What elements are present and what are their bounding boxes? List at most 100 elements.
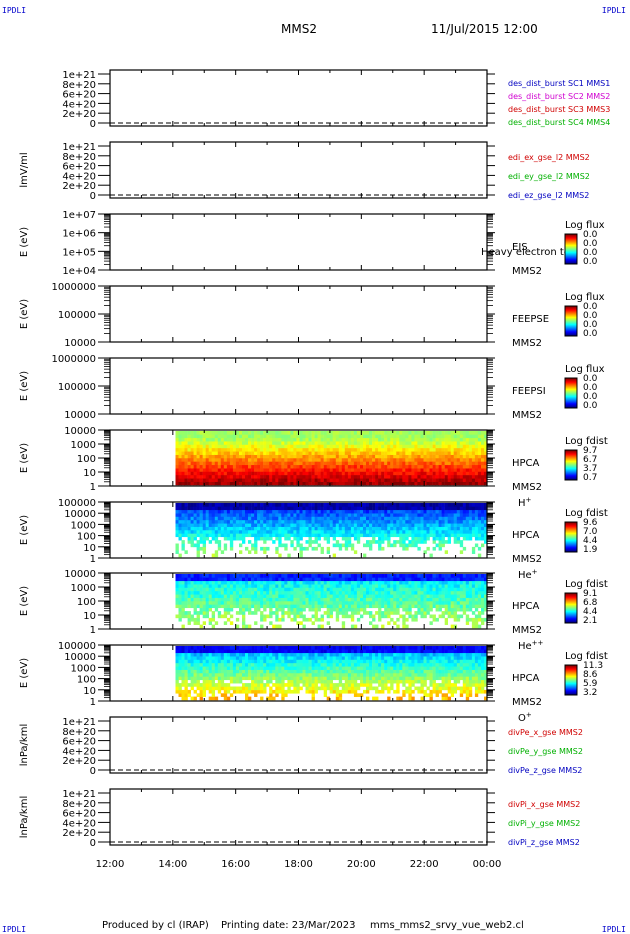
spectrogram-cell [199,601,203,605]
spectrogram-cell [356,611,361,615]
spectrogram-cell [465,617,470,622]
spectrogram-cell [326,536,331,541]
spectrogram-cell [350,437,355,442]
spectrogram-cell [474,587,479,592]
spectrogram-cell [190,574,194,578]
spectrogram-cell [378,584,382,588]
spectrogram-cell [387,464,391,469]
spectrogram-cell [381,464,385,469]
spectrogram-cell [281,574,285,578]
spectrogram-cell [384,577,388,582]
spectrogram-cell [341,604,346,609]
spectrogram-cell [429,513,433,517]
spectrogram-cell [299,434,303,439]
spectrogram-cell [432,590,436,595]
spectrogram-cell [484,431,488,435]
spectrogram-cell [462,607,467,612]
spectrogram-cell [402,526,406,531]
spectrogram-cell [284,478,288,482]
spectrogram-cell [211,624,216,629]
spectrogram-cell [462,441,467,445]
spectrogram-cell [232,503,237,507]
spectrogram-cell [190,523,194,527]
spectrogram-cell [444,506,449,511]
spectrogram-cell [453,454,458,459]
spectrogram-cell [417,478,421,482]
spectrogram-cell [299,451,303,455]
spectrogram-cell [251,506,255,511]
spectrogram-cell [223,523,228,527]
spectrogram-cell [272,519,276,524]
spectrogram-cell [196,506,200,511]
spectrogram-cell [326,519,331,524]
colorbar-step [565,526,577,528]
spectrogram-cell [378,601,382,605]
spectrogram-cell [290,574,294,578]
spectrogram-cell [344,580,349,585]
spectrogram-cell [417,474,421,479]
spectrogram-cell [477,478,482,482]
spectrogram-cell [453,434,458,439]
spectrogram-cell [296,523,300,527]
spectrogram-cell [272,444,276,449]
spectrogram-cell [193,621,197,625]
spectrogram-cell [366,604,370,609]
spectrogram-cell [239,503,243,507]
spectrogram-cell [329,437,334,442]
spectrogram-cell [226,617,231,622]
spectrogram-cell [181,503,185,507]
spectrogram-cell [332,468,337,472]
spectrogram-cell [360,461,364,466]
spectrogram-cell [308,580,312,585]
spectrogram-cell [229,503,234,507]
spectrogram-cell [235,471,240,476]
spectrogram-cell [423,503,427,507]
spectrogram-cell [184,503,188,507]
spectrogram-cell [190,533,194,538]
spectrogram-cell [474,434,479,439]
spectrogram-cell [477,468,482,472]
spectrogram-cell [417,503,421,507]
spectrogram-cell [287,454,291,459]
spectrogram-cell [474,536,479,541]
colorbar-step [565,236,577,238]
spectrogram-cell [263,519,267,524]
spectrogram-cell [314,607,318,612]
spectrogram-cell [453,519,458,524]
spectrogram-cell [393,434,397,439]
spectrogram-cell [372,513,376,517]
spectrogram-cell [308,434,312,439]
spectrogram-cell [184,434,188,439]
spectrogram-cell [474,461,479,466]
colorbar-step [565,322,577,324]
spectrogram-cell [420,474,424,479]
spectrogram-cell [402,601,406,605]
spectrogram-cell [411,434,415,439]
spectrogram-cell [178,594,182,598]
spectrogram-cell [356,478,361,482]
spectrogram-cell [329,478,334,482]
spectrogram-cell [284,543,288,548]
spectrogram-cell [196,553,200,558]
spectrogram-cell [335,587,340,592]
colorbar-step [565,403,577,405]
spectrogram-cell [290,601,294,605]
spectrogram-cell [360,474,364,479]
spectrogram-cell [302,509,306,514]
spectrogram-cell [248,607,252,612]
spectrogram-cell [242,597,246,602]
spectrogram-cell [248,468,252,472]
colorbar-step [565,321,577,323]
spectrogram-cell [360,513,364,517]
spectrogram-cell [293,481,297,486]
spectrogram-cell [456,481,461,486]
spectrogram-cell [211,611,216,615]
spectrogram-cell [235,434,240,439]
spectrogram-cell [254,454,258,459]
spectrogram-cell [399,597,403,602]
spectrogram-cell [375,441,379,445]
spectrogram-cell [299,580,303,585]
spectrogram-cell [239,454,243,459]
spectrogram-cell [260,447,264,452]
spectrogram-cell [411,587,415,592]
